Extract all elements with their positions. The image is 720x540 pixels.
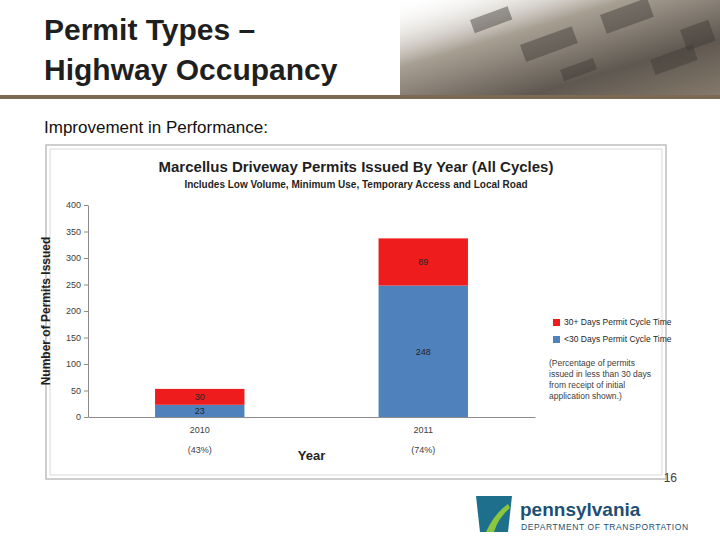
header-image	[400, 0, 720, 96]
y-axis-title: Number of Permits Issued	[39, 237, 53, 386]
logo-department: DEPARTMENT OF TRANSPORTATION	[521, 522, 689, 532]
y-tick-mark	[84, 311, 88, 312]
legend: 30+ Days Permit Cycle Time <30 Days Permi…	[553, 317, 672, 344]
y-tick-label: 250	[66, 280, 81, 290]
logo-name: pennsylvania	[520, 499, 641, 520]
bars	[155, 238, 468, 417]
y-tick-label: 400	[66, 200, 81, 210]
bar	[155, 389, 244, 405]
header-rule	[0, 95, 720, 99]
chart-inner-frame	[50, 149, 662, 475]
data-label: 23	[195, 406, 205, 416]
y-axis-line	[88, 206, 89, 418]
y-tick: 150	[66, 333, 88, 343]
category-note: (74%)	[411, 445, 435, 455]
data-label: 30	[195, 392, 205, 402]
x-axis-line	[89, 417, 536, 418]
y-tick-mark	[84, 417, 88, 418]
y-tick-mark	[84, 232, 88, 233]
logo-road	[486, 504, 510, 532]
y-tick-mark	[84, 364, 88, 365]
header-stone	[560, 58, 597, 81]
x-axis-title: Year	[298, 448, 325, 463]
slide-subtitle: Improvement in Performance:	[44, 118, 268, 137]
bar	[155, 405, 244, 417]
header-stone	[600, 0, 654, 34]
y-tick: 100	[66, 359, 88, 369]
data-label: 89	[418, 257, 428, 267]
legend-swatch	[553, 319, 560, 326]
legend-label: 30+ Days Permit Cycle Time	[564, 317, 672, 327]
y-tick: 200	[66, 306, 88, 316]
chart-subtitle: Includes Low Volume, Minimum Use, Tempor…	[184, 179, 527, 190]
y-tick-label: 0	[76, 412, 81, 422]
logo: pennsylvania DEPARTMENT OF TRANSPORTATION	[476, 496, 689, 532]
y-tick: 50	[71, 386, 88, 396]
y-tick-label: 100	[66, 359, 81, 369]
logo-keystone	[476, 496, 512, 532]
header-stone	[680, 20, 716, 51]
category-note: (43%)	[188, 445, 212, 455]
slide: Permit Types – Highway Occupancy Improveme…	[0, 0, 720, 540]
legend-swatch	[553, 336, 560, 343]
page-number: 16	[664, 471, 678, 485]
slide-title: Highway Occupancy	[44, 53, 338, 86]
data-label: 248	[416, 347, 431, 357]
chart-frame	[46, 145, 666, 479]
header-stone	[470, 6, 512, 33]
y-tick-label: 300	[66, 253, 81, 263]
y-axis: 0 50 100 150 200 250 300 350 400	[66, 200, 89, 422]
legend-label: <30 Days Permit Cycle Time	[564, 334, 672, 344]
header-stone	[520, 26, 578, 62]
bar	[379, 238, 468, 285]
data-labels: 23 248 30 89	[195, 257, 431, 416]
y-tick-mark	[84, 391, 88, 392]
x-axis: 2010 2011	[89, 417, 536, 435]
chart-title: Marcellus Driveway Permits Issued By Yea…	[159, 158, 554, 175]
x-tick-label: 2010	[190, 425, 210, 435]
y-tick-mark	[84, 205, 88, 206]
x-tick: 2010	[190, 417, 210, 435]
y-tick-mark	[84, 258, 88, 259]
y-tick-label: 200	[66, 306, 81, 316]
y-tick-label: 50	[71, 386, 81, 396]
y-tick-mark	[84, 338, 88, 339]
y-tick: 400	[66, 200, 88, 210]
y-tick-label: 350	[66, 227, 81, 237]
legend-note: (Percentage of permitsissued in less tha…	[549, 358, 651, 401]
y-tick: 250	[66, 280, 88, 290]
bar	[379, 286, 468, 417]
x-tick-label: 2011	[414, 425, 433, 435]
y-tick: 350	[66, 227, 88, 237]
slide-title: Permit Types –	[44, 13, 255, 46]
y-tick: 300	[66, 253, 88, 263]
y-tick-label: 150	[66, 333, 81, 343]
y-tick-mark	[84, 285, 88, 286]
y-tick: 0	[76, 412, 88, 422]
x-tick: 2011	[414, 417, 433, 435]
